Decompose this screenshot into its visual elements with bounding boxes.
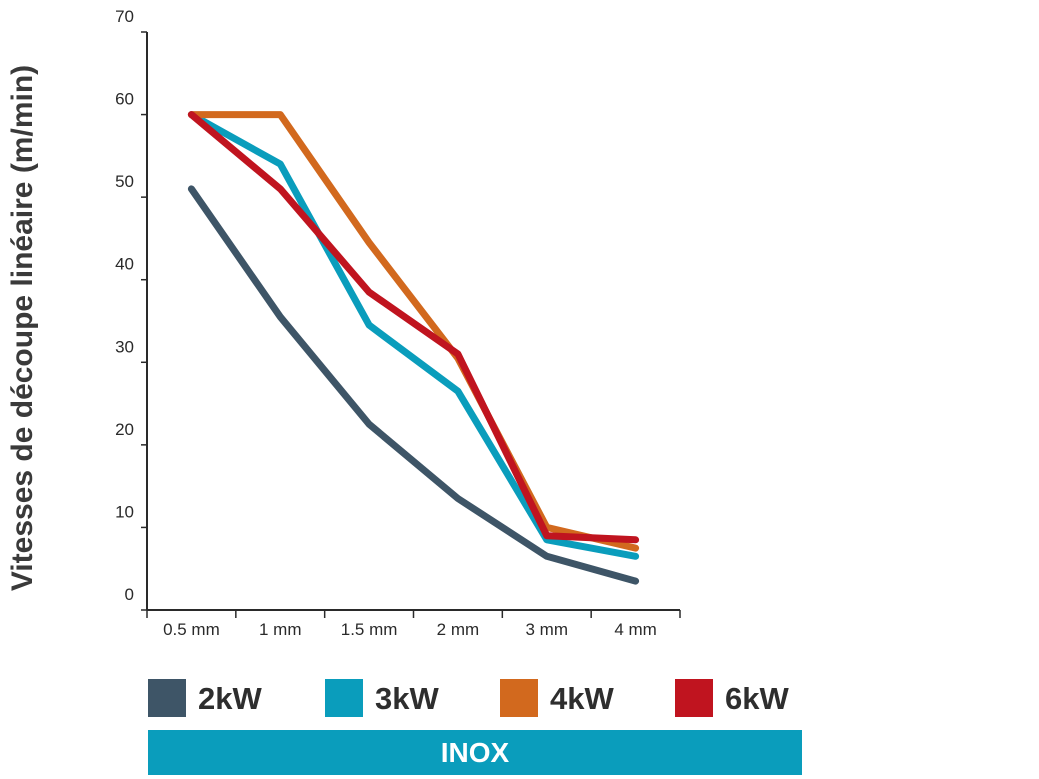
y-tick-label: 0 xyxy=(125,585,134,604)
y-tick-label: 10 xyxy=(115,502,134,521)
banner-background xyxy=(148,730,802,775)
y-tick-label: 60 xyxy=(115,90,134,109)
legend-swatch xyxy=(148,679,186,717)
inox-banner: INOX xyxy=(148,730,802,775)
legend: 2kW 3kW 4kW 6kW xyxy=(148,679,789,717)
y-axis-title: Vitesses de découpe linéaire (m/min) xyxy=(6,65,39,591)
y-tick-label: 50 xyxy=(115,172,134,191)
series-layer xyxy=(187,111,640,585)
series-line-3kW xyxy=(187,111,640,560)
x-tick-label: 0.5 mm xyxy=(163,620,220,639)
series-line-4kW xyxy=(187,111,640,552)
x-tick-label: 3 mm xyxy=(526,620,569,639)
y-tick-label: 40 xyxy=(115,255,134,274)
banner-label: INOX xyxy=(441,737,510,768)
y-axis-title-group: Vitesses de découpe linéaire (m/min) xyxy=(6,65,39,591)
legend-label: 4kW xyxy=(550,681,614,716)
series-line-2kW xyxy=(187,185,640,585)
legend-label: 3kW xyxy=(375,681,439,716)
x-tick-label: 1 mm xyxy=(259,620,302,639)
series-line-6kW xyxy=(187,111,640,544)
x-tick-label: 2 mm xyxy=(437,620,480,639)
x-tick-label: 4 mm xyxy=(614,620,657,639)
legend-swatch xyxy=(325,679,363,717)
legend-label: 6kW xyxy=(725,681,789,716)
y-tick-label: 20 xyxy=(115,420,134,439)
x-tick-label: 1.5 mm xyxy=(341,620,398,639)
y-tick-label: 30 xyxy=(115,337,134,356)
legend-label: 2kW xyxy=(198,681,262,716)
axes: 0 10 20 30 40 50 60 70 0.5 mm 1 mm 1.5 mm 2 mm 3 mm 4… xyxy=(115,7,681,639)
legend-swatch xyxy=(500,679,538,717)
legend-swatch xyxy=(675,679,713,717)
y-tick-label: 70 xyxy=(115,7,134,26)
